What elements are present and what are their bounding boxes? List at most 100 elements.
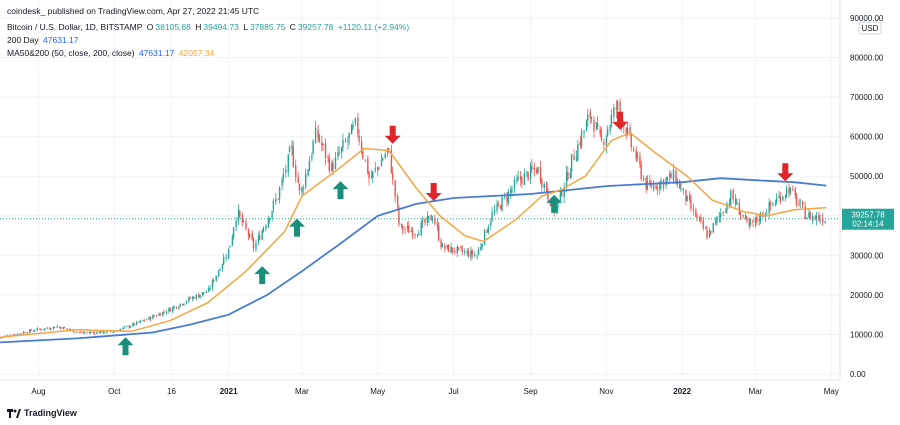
candle-body <box>418 233 420 236</box>
symbol-legend[interactable]: Bitcoin / U.S. Dollar, 1D, BITSTAMP O 381… <box>7 22 411 32</box>
price-tick-label: 90000.00 <box>850 14 884 23</box>
candle-body <box>748 219 750 226</box>
candle-body <box>394 180 396 197</box>
candle-body <box>96 331 98 334</box>
candle-body <box>73 332 76 333</box>
candle-body <box>406 225 409 229</box>
candle-body <box>277 198 280 200</box>
time-tick-label: 16 <box>167 387 176 396</box>
candle-body <box>308 160 311 171</box>
candle-body <box>734 198 737 205</box>
candle-body <box>261 230 263 240</box>
time-axis[interactable]: Aug Oct 16 2021 Mar May Jul Sep Nov 2022 Mar May <box>31 387 838 396</box>
candle-body <box>76 331 78 333</box>
candle-body <box>68 328 71 330</box>
candle-body <box>199 294 201 298</box>
buy-signal-arrow-icon <box>546 194 563 213</box>
candle-body <box>610 114 613 126</box>
candle-body <box>169 308 171 312</box>
symbol-title[interactable]: Bitcoin / U.S. Dollar, 1D, BITSTAMP <box>7 22 143 32</box>
candle-body <box>547 191 549 200</box>
candle-body <box>153 315 155 317</box>
candle-body <box>642 178 645 180</box>
candle-body <box>798 203 800 205</box>
time-tick-label: Oct <box>108 387 121 396</box>
candle-body <box>804 206 806 219</box>
candle-body <box>314 127 317 143</box>
ma200-legend[interactable]: 200 Day 47631.17 <box>7 35 81 45</box>
candle-body <box>477 249 480 255</box>
candle-body <box>34 330 36 332</box>
candle-body <box>242 221 245 223</box>
candle-body <box>636 155 639 158</box>
candle-body <box>222 257 225 265</box>
ohlc-high-label: H <box>195 22 202 32</box>
candle-body <box>650 184 652 188</box>
candle-body <box>307 169 309 176</box>
buy-signal-arrow-icon <box>332 181 349 200</box>
ma200-label[interactable]: 200 Day <box>7 35 39 45</box>
candle-body <box>821 217 824 223</box>
price-tick-label: 70000.00 <box>850 93 884 102</box>
candle-body <box>155 315 158 317</box>
candle-body <box>188 297 190 302</box>
candle-body <box>122 327 124 330</box>
candle-body <box>215 275 217 281</box>
candle-body <box>239 210 241 217</box>
candle-body <box>575 157 578 162</box>
candle-body <box>304 173 307 188</box>
candle-body <box>700 216 702 222</box>
candle-body <box>809 212 811 220</box>
tradingview-text: TradingView <box>24 408 77 418</box>
candle-body <box>179 303 181 307</box>
candle-body <box>426 216 429 224</box>
candle-body <box>580 131 583 147</box>
ma-pair-legend[interactable]: MA50&200 (50, close, 200, close) 47631.1… <box>7 48 216 58</box>
candle-body <box>460 246 462 249</box>
candle-body <box>352 124 354 128</box>
candle-body <box>172 307 174 312</box>
candle-body <box>457 246 460 248</box>
candle-body <box>247 229 250 236</box>
tradingview-brand[interactable]: TradingView <box>7 408 77 418</box>
candle-body <box>119 329 122 332</box>
candle-body <box>416 234 419 236</box>
candle-body <box>249 234 251 238</box>
candle-body <box>217 271 220 277</box>
candle-body <box>589 111 591 118</box>
currency-badge[interactable]: USD <box>858 21 882 35</box>
candle-body <box>185 301 188 304</box>
candle-body <box>357 117 359 134</box>
candle-body <box>341 147 343 153</box>
candle-body <box>86 332 88 334</box>
candle-body <box>63 327 66 329</box>
candle-body <box>824 221 826 224</box>
candle-body <box>344 141 347 143</box>
candle-body <box>126 325 128 327</box>
candle-body <box>666 177 668 181</box>
candle-body <box>235 220 237 228</box>
price-tick-label: 80000.00 <box>850 54 884 63</box>
candle-body <box>794 188 796 195</box>
candle-body <box>22 332 25 334</box>
candle-body <box>398 206 400 225</box>
ma-pair-label[interactable]: MA50&200 (50, close, 200, close) <box>7 48 135 58</box>
time-tick-label: May <box>370 387 385 396</box>
candle-body <box>517 176 519 180</box>
candle-body <box>511 188 513 192</box>
candle-body <box>765 214 768 215</box>
candle-body <box>281 179 283 186</box>
candle-body <box>255 243 257 249</box>
candle-body <box>205 292 207 293</box>
candle-body <box>630 134 632 148</box>
ma-pair-value-2: 42057.34 <box>178 48 215 58</box>
candle-body <box>487 226 490 232</box>
last-price-value: 39257.78 <box>851 211 885 220</box>
candle-body <box>536 168 538 174</box>
candle-body <box>732 190 734 200</box>
candle-body <box>301 187 303 193</box>
candle-body <box>324 143 327 159</box>
candle-body <box>756 216 758 221</box>
candle-body <box>441 244 444 248</box>
